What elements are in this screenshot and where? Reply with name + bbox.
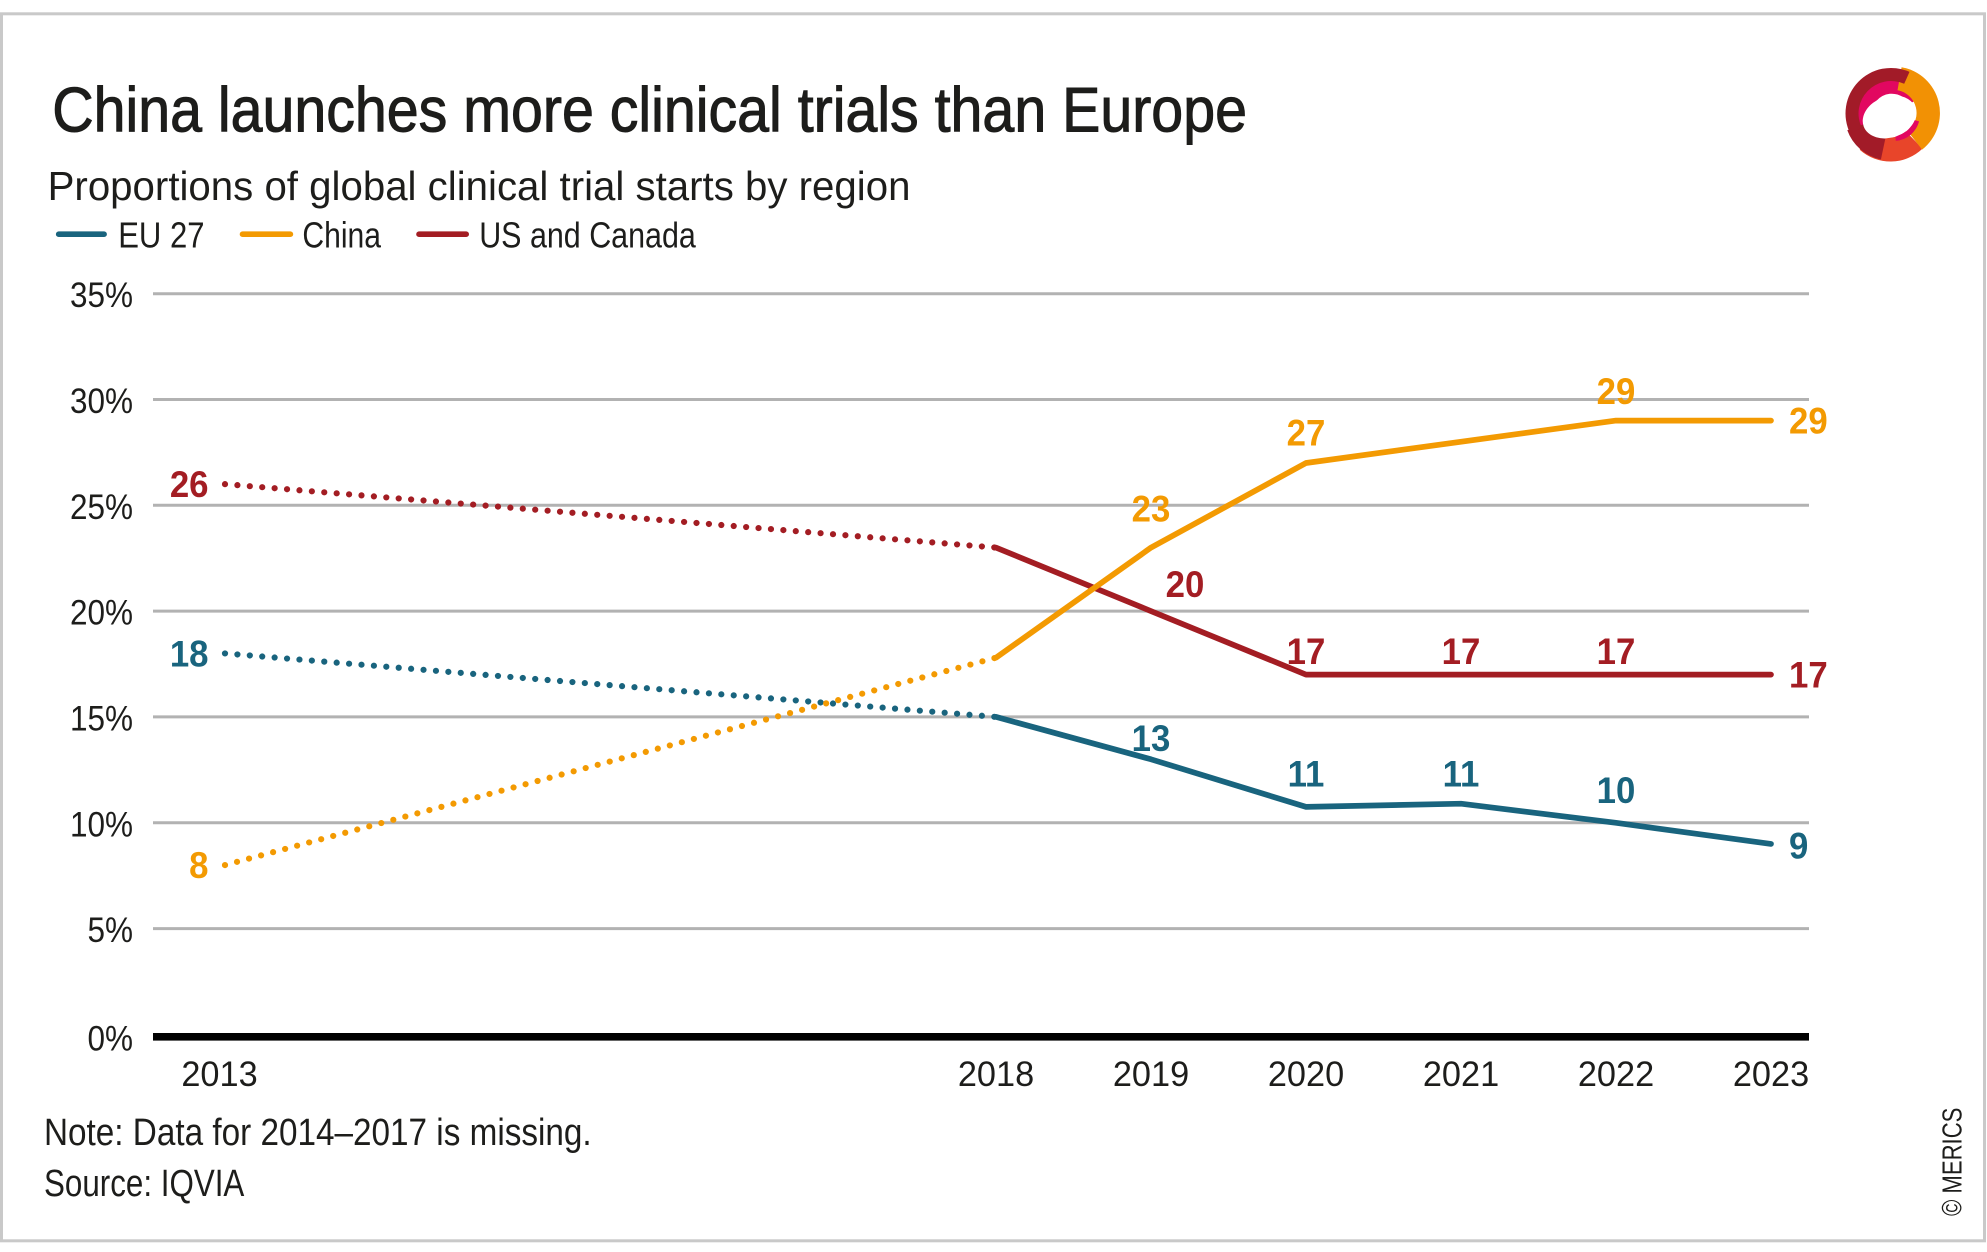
svg-text:2023: 2023 [1733, 1056, 1809, 1094]
svg-text:20: 20 [1166, 564, 1205, 605]
svg-text:17: 17 [1442, 631, 1481, 672]
svg-text:2013: 2013 [181, 1056, 257, 1094]
svg-text:Source: IQVIA: Source: IQVIA [44, 1162, 245, 1205]
svg-text:© MERICS: © MERICS [1937, 1108, 1968, 1216]
svg-text:11: 11 [1443, 753, 1480, 794]
svg-text:17: 17 [1597, 631, 1636, 672]
svg-text:10%: 10% [70, 806, 133, 845]
svg-text:29: 29 [1597, 371, 1636, 412]
svg-text:15%: 15% [70, 700, 133, 739]
svg-text:17: 17 [1789, 654, 1828, 695]
svg-text:17: 17 [1287, 631, 1326, 672]
svg-text:11: 11 [1288, 753, 1325, 794]
svg-text:Note: Data for 2014–2017 is mi: Note: Data for 2014–2017 is missing. [44, 1111, 592, 1154]
svg-text:25%: 25% [70, 488, 133, 527]
svg-text:9: 9 [1789, 825, 1808, 866]
svg-text:29: 29 [1789, 400, 1828, 441]
svg-text:8: 8 [189, 845, 208, 886]
svg-text:30%: 30% [70, 383, 133, 422]
svg-text:US and Canada: US and Canada [479, 216, 696, 256]
svg-text:2020: 2020 [1268, 1056, 1344, 1094]
svg-text:Proportions of global clinical: Proportions of global clinical trial sta… [48, 163, 911, 209]
svg-text:2018: 2018 [958, 1056, 1034, 1094]
svg-text:2021: 2021 [1423, 1056, 1499, 1094]
svg-text:27: 27 [1287, 413, 1326, 454]
svg-text:China: China [302, 216, 381, 256]
svg-text:35%: 35% [70, 277, 133, 316]
svg-text:20%: 20% [70, 594, 133, 633]
svg-text:2022: 2022 [1578, 1056, 1654, 1094]
svg-text:2019: 2019 [1113, 1056, 1189, 1094]
svg-text:23: 23 [1132, 489, 1171, 530]
svg-text:10: 10 [1597, 770, 1636, 811]
svg-text:13: 13 [1132, 718, 1171, 759]
svg-text:EU 27: EU 27 [118, 217, 204, 257]
svg-text:18: 18 [170, 633, 209, 674]
svg-text:0%: 0% [87, 1020, 133, 1059]
svg-text:5%: 5% [87, 912, 133, 951]
svg-text:China launches more clinical t: China launches more clinical trials than… [52, 74, 1247, 145]
svg-text:26: 26 [170, 464, 209, 505]
